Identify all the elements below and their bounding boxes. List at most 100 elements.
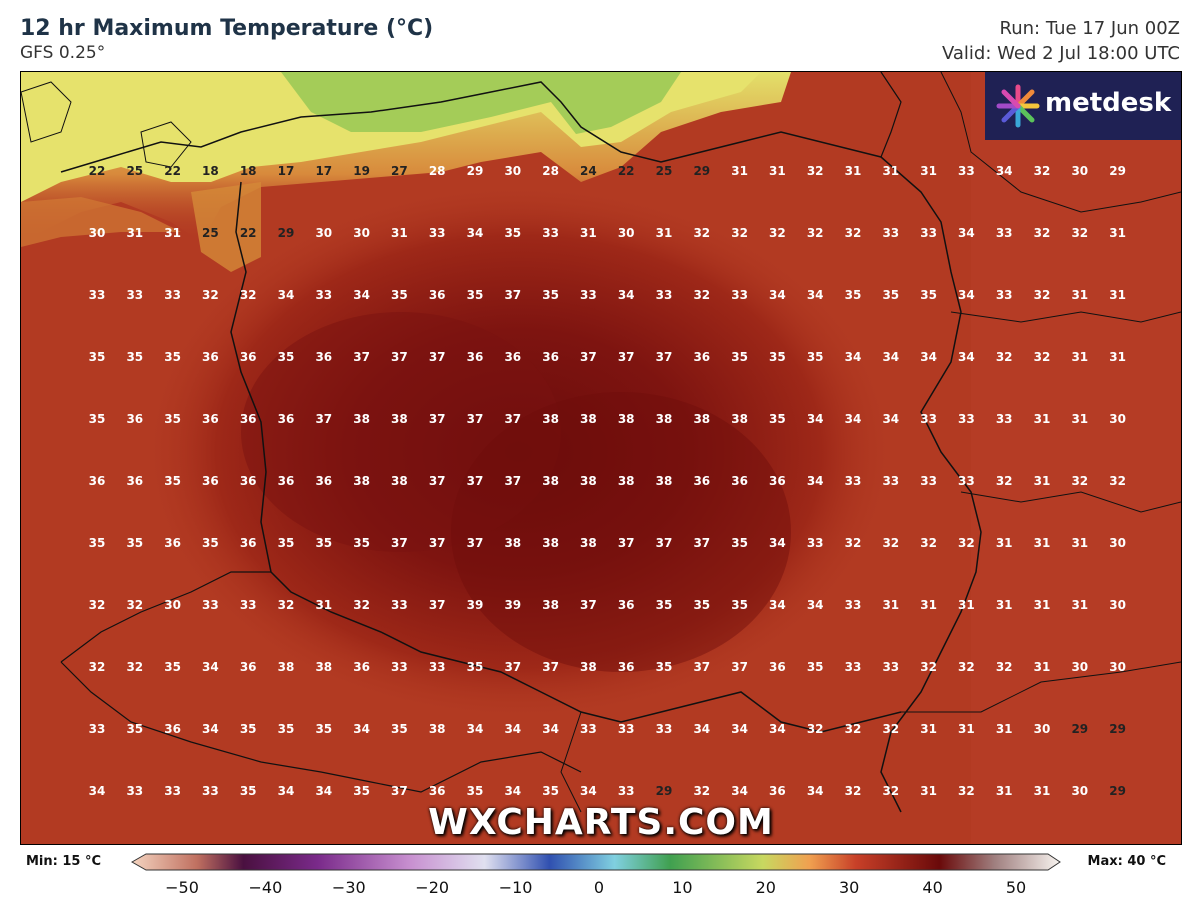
temperature-value: 31 [920, 598, 937, 612]
run-label: Run: Tue 17 Jun 00Z [999, 18, 1180, 39]
temperature-value: 36 [504, 350, 522, 364]
temperature-value: 31 [995, 598, 1013, 612]
temperature-value: 36 [88, 474, 106, 488]
temperature-value: 24 [580, 164, 597, 178]
legend-tick-label: 50 [1005, 878, 1027, 897]
temperature-value: 33 [88, 288, 106, 302]
temperature-value: 38 [580, 660, 597, 674]
temperature-value: 22 [617, 164, 635, 178]
temperature-value: 35 [391, 288, 408, 302]
temperature-value: 32 [995, 660, 1013, 674]
temperature-value: 35 [164, 474, 181, 488]
temperature-value: 38 [542, 598, 559, 612]
temperature-value: 38 [542, 474, 559, 488]
temperature-value: 33 [126, 288, 144, 302]
temperature-value: 36 [428, 288, 446, 302]
temperature-value: 35 [202, 536, 219, 550]
temperature-value: 38 [277, 660, 295, 674]
temperature-value: 35 [88, 536, 106, 550]
temperature-value: 30 [1109, 598, 1126, 612]
temperature-value: 33 [882, 660, 900, 674]
temperature-value: 36 [277, 474, 295, 488]
temperature-value: 36 [164, 722, 181, 736]
temperature-value: 37 [428, 350, 446, 364]
temperature-value: 34 [353, 722, 370, 736]
temperature-value: 36 [239, 412, 257, 426]
temperature-value: 32 [202, 288, 219, 302]
temperature-value: 38 [504, 536, 522, 550]
temperature-value: 37 [655, 536, 673, 550]
temperature-value: 18 [202, 164, 219, 178]
temperature-value: 35 [126, 536, 144, 550]
temperature-value: 37 [391, 784, 408, 798]
legend-colorbar [130, 853, 1061, 871]
temperature-value: 31 [920, 722, 937, 736]
temperature-value: 36 [693, 474, 711, 488]
temperature-value: 35 [353, 536, 370, 550]
temperature-value: 38 [542, 412, 559, 426]
temperature-value: 36 [769, 474, 786, 488]
temperature-value: 31 [1071, 350, 1089, 364]
temperature-value: 35 [164, 660, 181, 674]
temperature-value: 34 [920, 350, 937, 364]
temperature-value: 38 [617, 412, 635, 426]
temperature-value: 36 [428, 784, 446, 798]
temperature-value: 34 [315, 784, 333, 798]
temperature-value: 33 [958, 164, 975, 178]
temperature-value: 34 [958, 350, 975, 364]
temperature-value: 38 [353, 474, 370, 488]
temperature-value: 33 [920, 412, 937, 426]
temperature-value: 31 [1033, 412, 1051, 426]
temperature-value: 37 [693, 660, 711, 674]
temperature-value: 34 [542, 722, 559, 736]
temperature-value: 31 [844, 164, 862, 178]
temperature-value: 25 [202, 226, 219, 240]
temperature-value: 33 [995, 288, 1013, 302]
temperature-value: 35 [466, 784, 484, 798]
temperature-value: 29 [655, 784, 673, 798]
temperature-value: 28 [428, 164, 446, 178]
temperature-value: 35 [655, 660, 673, 674]
temperature-value: 32 [844, 536, 862, 550]
temperature-value: 35 [315, 722, 333, 736]
temperature-value: 35 [769, 350, 786, 364]
temperature-value: 33 [995, 412, 1013, 426]
temperature-value: 34 [958, 226, 975, 240]
temperature-value: 32 [844, 722, 862, 736]
legend-tick-label: 0 [593, 878, 605, 897]
temperature-value: 30 [1109, 536, 1126, 550]
temperature-value: 34 [617, 288, 635, 302]
legend-tick-label: 40 [922, 878, 943, 897]
temperature-value: 38 [655, 412, 673, 426]
temperature-value: 37 [580, 350, 597, 364]
legend-tick-label: −50 [165, 878, 199, 897]
temperature-value: 31 [882, 598, 900, 612]
temperature-value: 34 [277, 784, 295, 798]
temperature-value: 35 [466, 288, 484, 302]
temperature-value: 35 [920, 288, 937, 302]
temperature-value: 35 [466, 660, 484, 674]
temperature-value: 37 [731, 660, 748, 674]
temperature-value: 37 [693, 536, 711, 550]
valid-label: Valid: Wed 2 Jul 18:00 UTC [941, 43, 1180, 64]
temperature-value: 33 [806, 536, 824, 550]
temperature-value: 37 [428, 474, 446, 488]
temperature-value: 38 [391, 474, 408, 488]
temperature-value: 31 [1033, 598, 1051, 612]
temperature-value: 31 [1033, 474, 1051, 488]
temperature-value: 32 [806, 722, 824, 736]
temperature-value: 31 [1109, 288, 1126, 302]
temperature-value: 31 [882, 164, 900, 178]
temperature-value: 34 [806, 784, 824, 798]
legend-tick-label: −30 [331, 878, 366, 897]
temperature-value: 33 [920, 474, 937, 488]
temperature-value: 36 [769, 660, 786, 674]
temperature-value: 37 [428, 536, 446, 550]
temperature-value: 32 [1109, 474, 1126, 488]
temperature-value: 31 [995, 722, 1013, 736]
temperature-value: 33 [617, 784, 635, 798]
temperature-value: 35 [239, 784, 257, 798]
temperature-value: 35 [844, 288, 862, 302]
temperature-value: 37 [391, 536, 408, 550]
temperature-value: 33 [844, 660, 862, 674]
